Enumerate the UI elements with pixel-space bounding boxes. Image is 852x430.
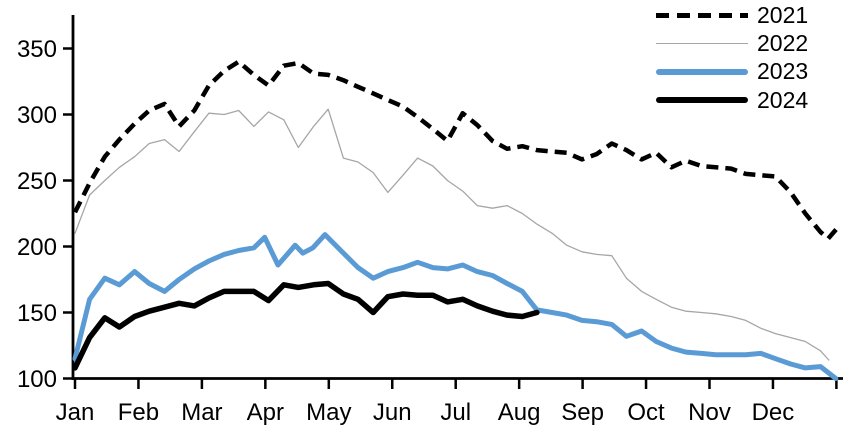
legend-swatch-dashed-line	[656, 12, 748, 18]
x-tick-label-oct: Oct	[627, 399, 665, 426]
legend-item-2024: 2024	[656, 86, 808, 114]
x-tick-label-may: May	[306, 399, 351, 426]
x-tick-label-apr: Apr	[247, 399, 284, 426]
legend-label-2021: 2021	[757, 1, 809, 28]
y-tick-label-350: 350	[17, 36, 57, 63]
legend-swatch-blue-line	[656, 69, 748, 75]
legend-item-2023: 2023	[656, 58, 808, 86]
series-line-2023	[72, 232, 839, 381]
x-tick-label-sep: Sep	[561, 399, 604, 426]
series-line-2022	[74, 108, 830, 361]
x-tick-label-feb: Feb	[118, 399, 159, 426]
x-tick-label-jun: Jun	[373, 399, 412, 426]
legend-label-2022: 2022	[757, 30, 809, 57]
legend-swatch-thin-line	[656, 42, 748, 45]
y-tick-label-100: 100	[17, 366, 57, 393]
x-tick-label-jan: Jan	[56, 399, 95, 426]
y-tick-label-250: 250	[17, 168, 57, 195]
legend-item-2022: 2022	[656, 29, 808, 57]
x-tick-label-mar: Mar	[181, 399, 222, 426]
legend: 2021 2022 2023 2024	[656, 1, 808, 115]
series-line-2024	[72, 280, 540, 371]
legend-label-2024: 2024	[757, 86, 809, 113]
series-line-2021	[72, 59, 842, 241]
x-tick-label-nov: Nov	[688, 399, 731, 426]
x-tick-label-jul: Jul	[440, 399, 471, 426]
y-tick-label-200: 200	[17, 234, 57, 261]
y-tick-label-150: 150	[17, 300, 57, 327]
legend-label-2023: 2023	[757, 58, 809, 85]
x-tick-label-aug: Aug	[498, 399, 541, 426]
legend-swatch-black-line	[656, 97, 748, 104]
y-tick-label-300: 300	[17, 102, 57, 129]
x-tick-label-dec: Dec	[752, 399, 795, 426]
legend-item-2021: 2021	[656, 1, 808, 29]
